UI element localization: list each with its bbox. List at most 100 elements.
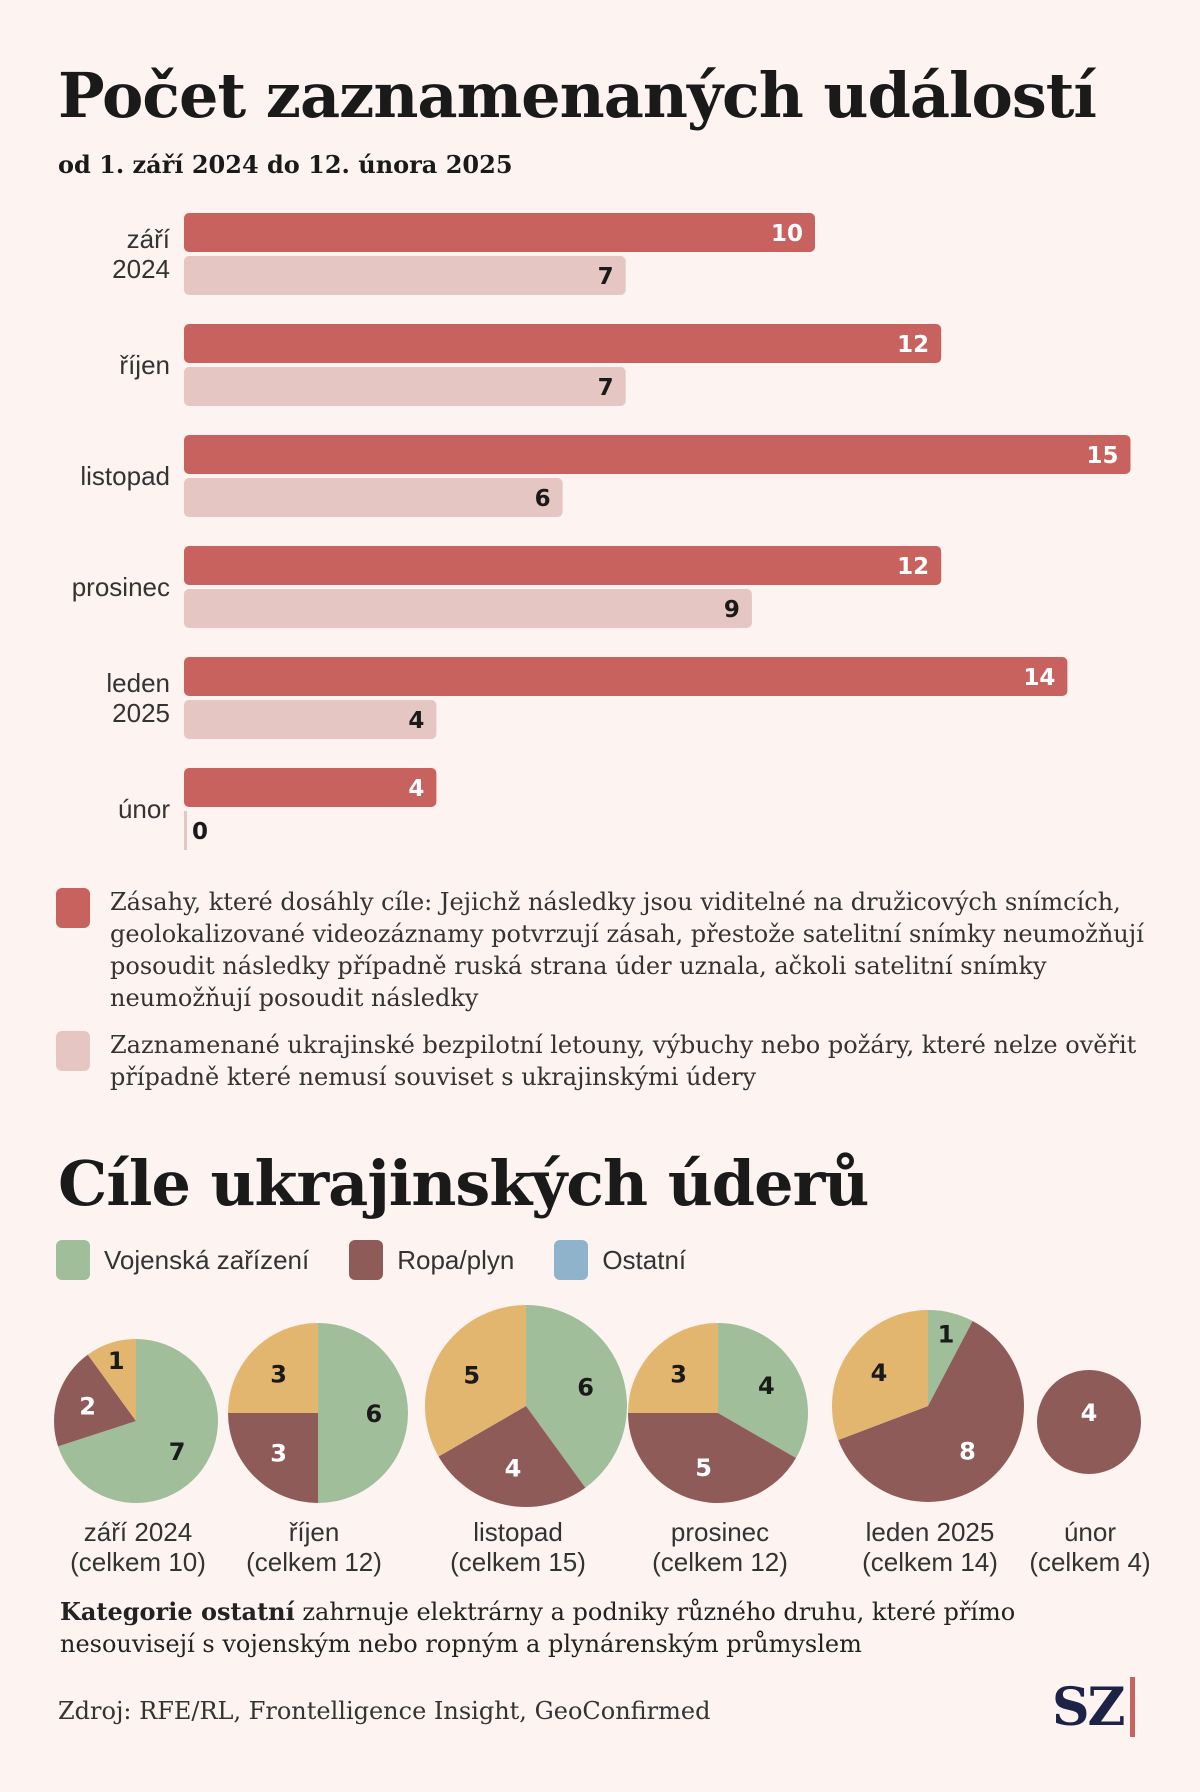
- pie-1-slice-0: [318, 1323, 408, 1503]
- pie-1-value-0: 6: [365, 1400, 382, 1428]
- category-swatch-oil-gas: [349, 1240, 384, 1280]
- pie-3-value-0: 4: [758, 1372, 775, 1400]
- pie-chart-title: Cíle ukrajinských úderů: [58, 1147, 869, 1220]
- bar-unverified-0: [184, 256, 626, 295]
- pie-0-slice-0: [58, 1339, 219, 1503]
- bar-confirmed-5: [184, 768, 437, 807]
- bar-unverified-1: [184, 367, 626, 406]
- category-swatch-other: [554, 1240, 589, 1280]
- pie-3-total: (celkem 12): [652, 1547, 788, 1577]
- category-swatch-military: [56, 1240, 90, 1280]
- pie-1-total: (celkem 12): [246, 1547, 382, 1577]
- pie-4-slice-2: [832, 1310, 928, 1441]
- category-legend-military: Vojenská zařízení: [56, 1240, 309, 1280]
- category-label-0-1: 2024: [112, 254, 170, 284]
- bar-confirmed-2: [184, 435, 1131, 474]
- pie-1-month: říjen: [289, 1517, 340, 1547]
- pie-0-value-2: 1: [108, 1347, 125, 1375]
- bar-unverified-2: [184, 478, 563, 517]
- sz-logo-bar: [1129, 1677, 1135, 1737]
- category-note-bold: Kategorie ostatní: [60, 1597, 295, 1626]
- pie-4-month: leden 2025: [866, 1517, 995, 1547]
- pie-4-total: (celkem 14): [862, 1547, 998, 1577]
- pie-0-month: září 2024: [84, 1517, 192, 1547]
- legend-item-confirmed: Zásahy, které dosáhly cíle: Jejichž násl…: [56, 886, 1156, 1014]
- pie-2-value-2: 5: [463, 1362, 480, 1390]
- category-legend-other: Ostatní: [554, 1240, 686, 1280]
- category-label-2-0: listopad: [80, 461, 170, 491]
- bar-value-confirmed-1: 12: [897, 332, 929, 358]
- pie-5-slice-0: [1037, 1370, 1141, 1474]
- pie-5-value-0: 4: [1081, 1399, 1098, 1427]
- category-label-other: Ostatní: [602, 1244, 687, 1275]
- pie-3-slice-1: [628, 1413, 796, 1503]
- pie-4-value-2: 4: [871, 1359, 888, 1387]
- bar-unverified-3: [184, 589, 752, 628]
- bar-value-unverified-3: 9: [724, 597, 740, 623]
- bar-value-confirmed-0: 10: [771, 221, 803, 247]
- category-note-text: zahrnuje elektrárny a podniky různého dr…: [60, 1598, 1016, 1658]
- bar-value-confirmed-2: 15: [1086, 443, 1118, 469]
- category-label-military: Vojenská zařízení: [104, 1244, 310, 1275]
- category-note: Kategorie ostatní zahrnuje elektrárny a …: [60, 1596, 1140, 1660]
- bar-confirmed-0: [184, 213, 815, 252]
- pie-0-value-0: 7: [169, 1438, 186, 1466]
- source-credit: Zdroj: RFE/RL, Frontelligence Insight, G…: [58, 1697, 711, 1725]
- legend-text-confirmed: Zásahy, které dosáhly cíle: Jejichž násl…: [110, 888, 1144, 1012]
- pie-4-slice-0: [928, 1310, 973, 1406]
- bar-confirmed-1: [184, 324, 942, 363]
- pie-3-value-2: 3: [670, 1361, 687, 1389]
- pie-0-total: (celkem 10): [70, 1547, 206, 1577]
- bar-chart-title: Počet zaznamenaných událostí: [58, 59, 1097, 132]
- pie-1-value-1: 3: [270, 1439, 287, 1467]
- pie-2-value-0: 6: [577, 1374, 594, 1402]
- bar-value-unverified-0: 7: [598, 264, 614, 290]
- pie-1-slice-1: [228, 1413, 318, 1503]
- sz-logo-text: SZ: [1052, 1676, 1126, 1738]
- pie-3-slice-0: [718, 1323, 808, 1458]
- category-label-3-0: prosinec: [72, 572, 170, 602]
- pie-4-value-1: 8: [959, 1438, 976, 1466]
- category-label-4-0: leden: [106, 668, 170, 698]
- legend-text-unverified: Zaznamenané ukrajinské bezpilotní letoun…: [110, 1031, 1137, 1091]
- bar-unverified-4: [184, 700, 437, 739]
- bar-unverified-5: [184, 811, 187, 850]
- category-legend: Vojenská zařízení Ropa/plyn Ostatní: [56, 1240, 726, 1280]
- pie-2-total: (celkem 15): [450, 1547, 586, 1577]
- pie-4-value-0: 1: [938, 1320, 955, 1348]
- bar-chart-subtitle: od 1. září 2024 do 12. února 2025: [58, 150, 513, 179]
- pie-2-value-1: 4: [505, 1454, 522, 1482]
- pie-2-month: listopad: [473, 1517, 563, 1547]
- category-label-1-0: říjen: [119, 350, 170, 380]
- bar-confirmed-3: [184, 546, 942, 585]
- pie-0-value-1: 2: [79, 1392, 96, 1420]
- category-label-4-1: 2025: [112, 698, 170, 728]
- pie-3-slice-2: [628, 1323, 718, 1413]
- bar-value-unverified-5: 0: [192, 819, 208, 845]
- category-label-0-0: září: [127, 224, 171, 254]
- legend-swatch-unverified: [56, 1031, 90, 1071]
- pie-2-slice-2: [425, 1305, 526, 1457]
- pie-5-total: (celkem 4): [1029, 1547, 1150, 1577]
- pie-1-value-2: 3: [270, 1361, 287, 1389]
- pie-4-slice-1: [838, 1320, 1025, 1503]
- legend-item-unverified: Zaznamenané ukrajinské bezpilotní letoun…: [56, 1029, 1156, 1093]
- pie-0-slice-1: [54, 1354, 137, 1447]
- category-label-5-0: únor: [118, 794, 170, 824]
- bar-value-confirmed-3: 12: [897, 554, 929, 580]
- pie-3-month: prosinec: [671, 1517, 769, 1547]
- category-legend-oil-gas: Ropa/plyn: [349, 1240, 514, 1280]
- pie-2-slice-1: [438, 1406, 586, 1507]
- bar-value-confirmed-5: 4: [408, 776, 424, 802]
- legend-swatch-confirmed: [56, 888, 90, 928]
- bar-confirmed-4: [184, 657, 1068, 696]
- bar-value-unverified-2: 6: [535, 486, 551, 512]
- pie-3-value-1: 5: [695, 1454, 712, 1482]
- pie-1-slice-2: [228, 1323, 318, 1413]
- pie-0-slice-2: [87, 1339, 136, 1421]
- sz-logo: SZ: [1052, 1676, 1135, 1738]
- bar-value-confirmed-4: 14: [1023, 665, 1055, 691]
- pie-5-month: únor: [1064, 1517, 1116, 1547]
